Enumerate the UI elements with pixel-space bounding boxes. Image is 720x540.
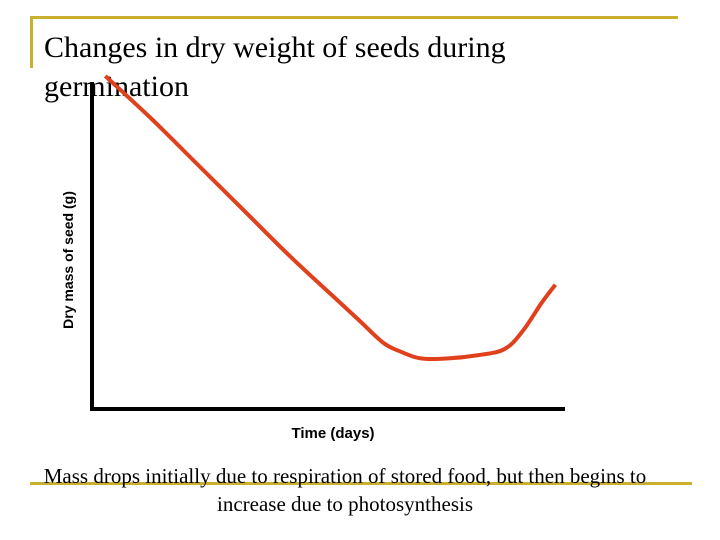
frame-bottom-border <box>30 482 692 485</box>
frame-top-border <box>30 16 678 19</box>
y-axis-label: Dry mass of seed (g) <box>60 191 76 329</box>
series-line-0 <box>103 74 557 362</box>
slide-caption: Mass drops initially due to respiration … <box>43 464 647 516</box>
series-layer <box>103 74 557 362</box>
x-axis-label: Time (days) <box>291 425 375 442</box>
frame-left-border <box>30 16 33 68</box>
